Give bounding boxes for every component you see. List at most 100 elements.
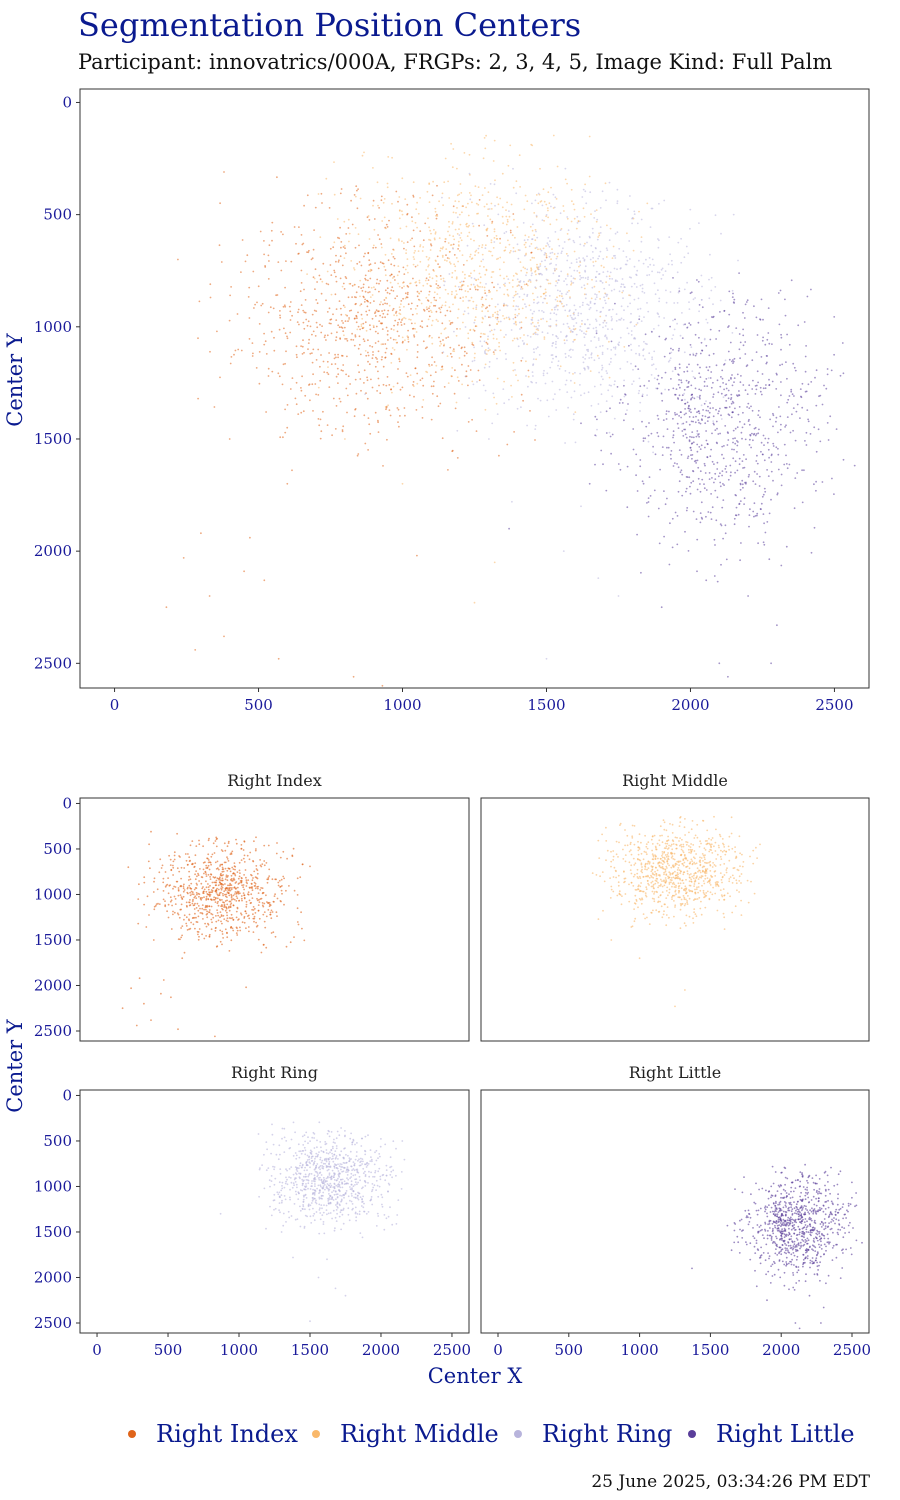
data-point — [568, 289, 570, 292]
data-point — [673, 852, 676, 855]
data-point — [463, 346, 466, 349]
data-point — [643, 384, 646, 387]
data-point — [414, 328, 416, 330]
data-point — [414, 221, 417, 224]
data-point — [748, 384, 751, 387]
data-point — [222, 937, 225, 939]
data-point — [296, 321, 299, 323]
data-point — [580, 422, 582, 425]
data-point — [434, 371, 437, 373]
data-point — [364, 290, 367, 293]
data-point — [190, 921, 193, 924]
data-point — [295, 353, 298, 356]
data-point — [369, 302, 372, 304]
data-point — [281, 383, 284, 386]
data-point — [273, 349, 276, 352]
data-point — [690, 878, 693, 881]
data-point — [705, 400, 707, 403]
data-point — [188, 860, 191, 862]
data-point — [541, 331, 544, 334]
data-point — [343, 326, 346, 329]
data-point — [663, 355, 666, 358]
data-point — [704, 858, 706, 861]
data-point — [593, 385, 596, 388]
data-point — [223, 171, 225, 173]
y-tick-label: 0 — [62, 794, 72, 812]
data-point — [706, 877, 709, 879]
data-point — [455, 212, 457, 214]
data-point — [236, 871, 239, 873]
data-point — [603, 287, 606, 290]
data-point — [759, 416, 761, 419]
data-point — [350, 309, 353, 312]
data-point — [221, 943, 223, 946]
data-point — [692, 416, 695, 418]
data-point — [281, 892, 283, 895]
data-point — [750, 446, 752, 449]
data-point — [469, 255, 471, 258]
data-point — [641, 897, 643, 900]
data-point — [702, 409, 704, 411]
data-point — [199, 897, 202, 899]
data-point — [519, 186, 521, 188]
data-point — [504, 246, 507, 249]
data-point — [416, 372, 419, 375]
data-point — [554, 196, 557, 199]
data-point — [380, 301, 382, 303]
data-point — [339, 226, 341, 229]
data-point — [670, 877, 673, 879]
data-point — [424, 347, 427, 350]
data-point — [444, 301, 447, 303]
data-point — [532, 375, 534, 377]
data-point — [516, 314, 519, 317]
data-point — [598, 234, 601, 237]
data-point — [391, 347, 394, 349]
data-point — [749, 438, 751, 441]
data-point — [284, 286, 286, 289]
data-point — [689, 884, 692, 887]
data-point — [688, 363, 690, 366]
data-point — [804, 370, 807, 373]
data-point — [745, 301, 748, 303]
data-point — [525, 305, 527, 308]
data-point — [611, 318, 613, 320]
data-point — [492, 247, 495, 249]
data-point — [485, 229, 488, 232]
data-point — [690, 291, 693, 294]
data-point — [243, 896, 246, 899]
data-point — [704, 861, 706, 864]
data-point — [436, 395, 439, 398]
data-point — [620, 285, 622, 288]
data-point — [563, 280, 565, 282]
data-point — [254, 849, 257, 852]
data-point — [642, 262, 645, 265]
data-point — [299, 290, 302, 293]
data-point — [780, 348, 782, 351]
data-point — [425, 277, 428, 280]
data-point — [657, 857, 659, 860]
data-point — [364, 252, 366, 255]
data-point — [460, 192, 463, 194]
data-point — [547, 191, 550, 194]
data-point — [712, 315, 715, 318]
data-point — [610, 888, 613, 891]
data-point — [652, 363, 655, 366]
data-point — [567, 326, 570, 328]
data-point — [587, 350, 589, 353]
data-point — [302, 410, 305, 413]
data-point — [220, 891, 222, 894]
data-point — [696, 459, 699, 462]
series-right-middle — [591, 815, 761, 1008]
data-point — [733, 448, 735, 451]
data-point — [680, 469, 683, 472]
data-point — [354, 334, 357, 336]
data-point — [692, 352, 695, 355]
data-point — [512, 167, 514, 170]
data-point — [551, 248, 553, 251]
data-point — [374, 315, 377, 317]
data-point — [644, 917, 646, 920]
data-point — [533, 234, 536, 237]
data-point — [738, 463, 741, 466]
data-point — [242, 884, 245, 886]
data-point — [195, 916, 197, 919]
